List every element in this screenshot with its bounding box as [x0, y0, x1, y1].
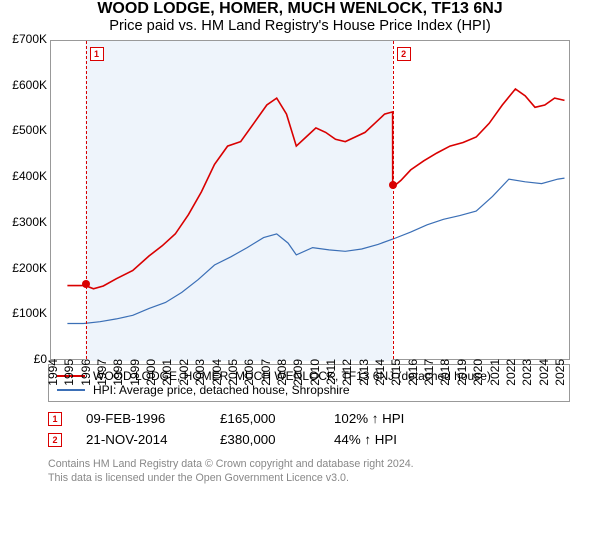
chart-title: WOOD LODGE, HOMER, MUCH WENLOCK, TF13 6N… [0, 0, 600, 18]
y-tick-label: £700K [12, 32, 51, 46]
sale-price: £165,000 [220, 411, 310, 426]
x-tick-label: 2012 [336, 359, 354, 386]
sale-marker-box: 2 [397, 47, 411, 61]
sale-vline [393, 41, 394, 359]
sale-marker-box: 2 [48, 433, 62, 447]
x-tick-label: 2009 [287, 359, 305, 386]
x-tick-label: 1996 [75, 359, 93, 386]
sale-vline [86, 41, 87, 359]
x-tick-label: 2004 [206, 359, 224, 386]
sale-date: 09-FEB-1996 [86, 411, 196, 426]
y-tick-label: £300K [12, 215, 51, 229]
x-tick-label: 2007 [255, 359, 273, 386]
chart-subtitle: Price paid vs. HM Land Registry's House … [0, 18, 600, 34]
sale-dot [82, 280, 90, 288]
x-tick-label: 2024 [533, 359, 551, 386]
sale-date: 21-NOV-2014 [86, 432, 196, 447]
sale-dot [389, 181, 397, 189]
sale-marker-box: 1 [48, 412, 62, 426]
y-tick-label: £600K [12, 78, 51, 92]
sale-delta: 44% ↑ HPI [334, 432, 397, 447]
line-chart-svg [51, 41, 571, 361]
x-tick-label: 2023 [516, 359, 534, 386]
legend-swatch [57, 389, 85, 391]
sales-row: 1 09-FEB-1996 £165,000 102% ↑ HPI [48, 408, 570, 429]
x-tick-label: 2018 [434, 359, 452, 386]
sale-price: £380,000 [220, 432, 310, 447]
footer-line: This data is licensed under the Open Gov… [48, 472, 570, 486]
sale-marker-box: 1 [90, 47, 104, 61]
x-tick-label: 2021 [484, 359, 502, 386]
footer-line: Contains HM Land Registry data © Crown c… [48, 458, 570, 472]
x-tick-label: 2015 [385, 359, 403, 386]
x-tick-label: 2020 [467, 359, 485, 386]
sales-row: 2 21-NOV-2014 £380,000 44% ↑ HPI [48, 429, 570, 450]
x-tick-label: 1998 [107, 359, 125, 386]
y-tick-label: £200K [12, 261, 51, 275]
sales-table: 1 09-FEB-1996 £165,000 102% ↑ HPI 2 21-NOV-20… [48, 408, 570, 450]
x-tick-label: 2001 [156, 359, 174, 386]
x-tick-label: 1995 [58, 359, 76, 386]
sale-delta: 102% ↑ HPI [334, 411, 404, 426]
y-tick-label: £100K [12, 306, 51, 320]
x-tick-label: 2003 [189, 359, 207, 386]
x-tick-label: 2006 [238, 359, 256, 386]
y-tick-label: £500K [12, 123, 51, 137]
footer-attribution: Contains HM Land Registry data © Crown c… [48, 458, 570, 486]
x-tick-label: 2013 [353, 359, 371, 386]
chart-area: £0£100K£200K£300K£400K£500K£600K£700K199… [50, 40, 570, 360]
x-tick-label: 2010 [304, 359, 322, 386]
x-tick-label: 2025 [549, 359, 567, 386]
y-tick-label: £400K [12, 169, 51, 183]
